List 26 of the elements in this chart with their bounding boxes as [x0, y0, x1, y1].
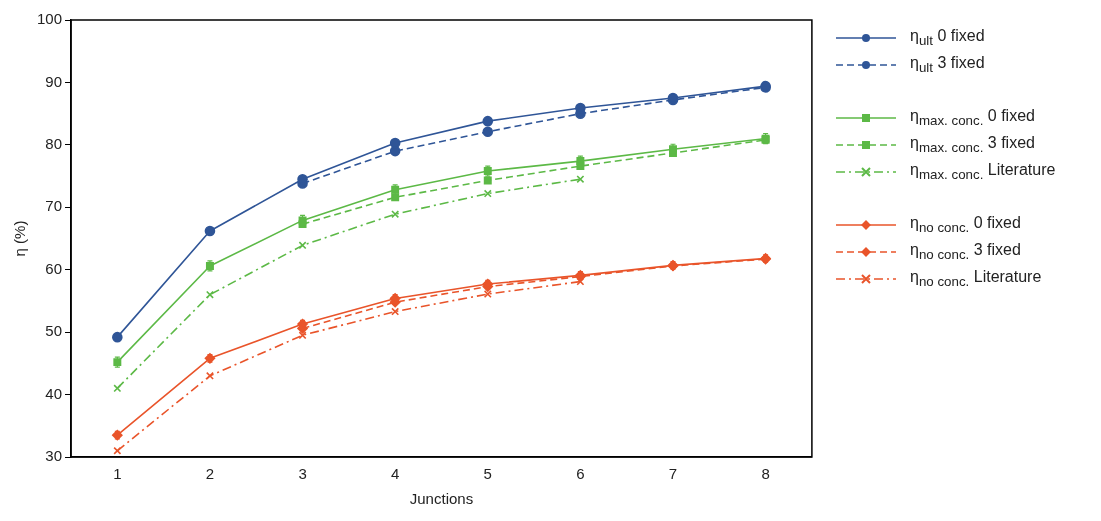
y-tick-label: 100 — [37, 10, 63, 28]
legend-label: η$_{no conc.}$ 3 fixed — [910, 240, 1021, 263]
y-tick-label: 40 — [45, 384, 63, 402]
x-tick-label: 3 — [298, 465, 307, 483]
y-tick-label: 90 — [45, 72, 63, 90]
x-tick-label: 6 — [576, 465, 585, 483]
x-tick-label: 5 — [483, 465, 492, 483]
x-tick-label: 8 — [761, 465, 770, 483]
y-tick-label: 30 — [45, 447, 63, 465]
x-tick-label: 7 — [668, 465, 678, 483]
y-axis-title: η (%) — [11, 220, 29, 257]
legend-label: η$_{no conc.}$ 0 fixed — [910, 213, 1021, 236]
legend-label: η$_{max. conc.}$ 3 fixed — [910, 133, 1035, 156]
legend-label: η$_{max. conc.}$ 0 fixed — [910, 106, 1035, 129]
x-tick-label: 1 — [113, 465, 122, 483]
y-tick-label: 70 — [45, 197, 63, 215]
legend-label: η$_{no conc.}$ Literature — [910, 267, 1042, 290]
legend-label: η$_{max. conc.}$ Literature — [910, 160, 1056, 183]
x-axis-title: Junctions — [409, 490, 474, 508]
legend-label: η$_{ult}$ 0 fixed — [910, 26, 985, 49]
legend-label: η$_{ult}$ 3 fixed — [910, 53, 985, 76]
x-tick-label: 2 — [205, 465, 215, 483]
y-tick-label: 80 — [45, 135, 63, 152]
y-tick-label: 60 — [45, 259, 63, 277]
y-tick-label: 50 — [45, 322, 63, 340]
x-tick-label: 4 — [390, 465, 400, 483]
